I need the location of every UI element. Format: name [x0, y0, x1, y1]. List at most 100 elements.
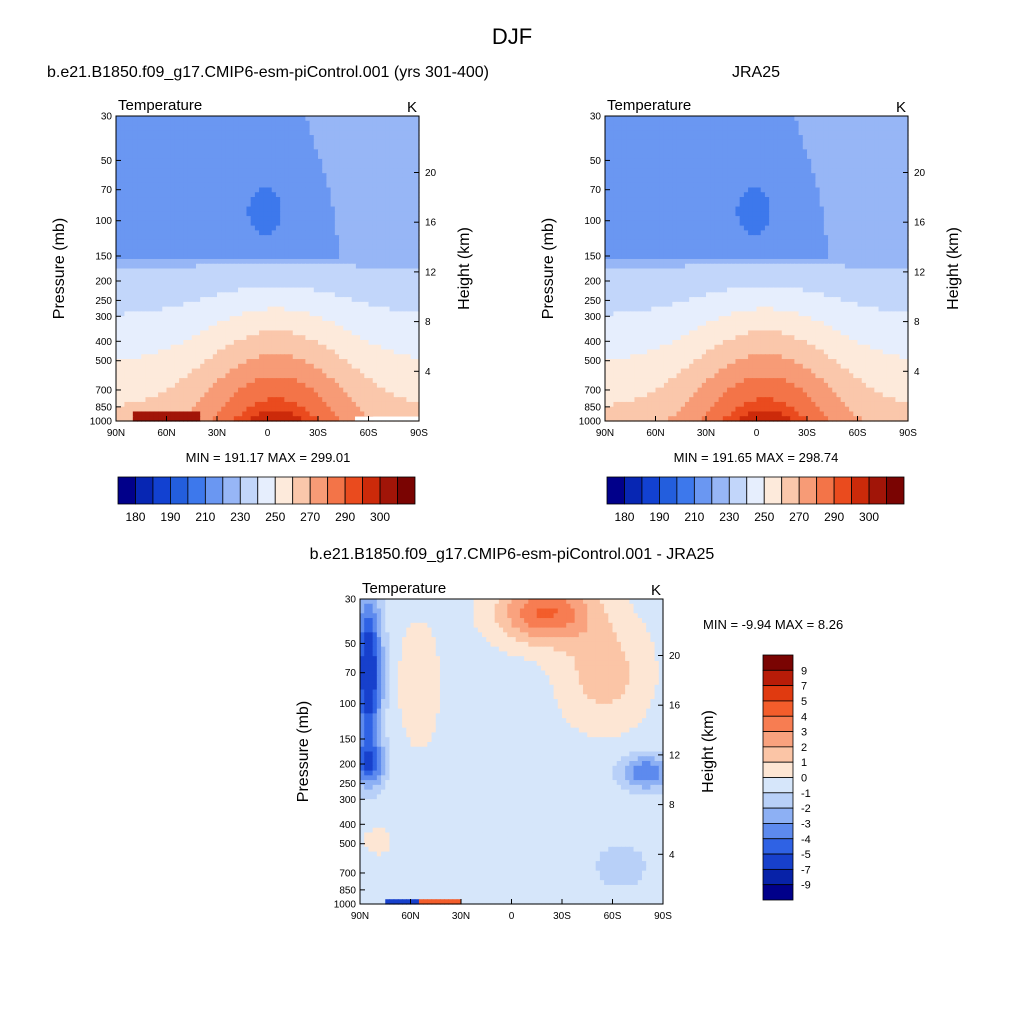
- field-cell: [179, 135, 184, 140]
- field-cell: [280, 364, 285, 369]
- field-cell: [360, 183, 365, 188]
- field-cell: [322, 164, 327, 169]
- field-cell: [251, 369, 256, 374]
- field-cell: [406, 392, 411, 397]
- field-cell: [668, 126, 673, 131]
- field-cell: [343, 392, 348, 397]
- field-cell: [310, 192, 315, 197]
- field-cell: [352, 373, 357, 378]
- field-cell: [251, 407, 256, 412]
- x-tick-label: 30N: [208, 428, 226, 439]
- field-cell: [647, 130, 652, 135]
- field-cell: [778, 130, 783, 135]
- field-cell: [347, 221, 352, 226]
- field-cell: [398, 145, 403, 150]
- field-cell: [238, 326, 243, 331]
- field-cell: [381, 273, 386, 278]
- field-cell: [188, 283, 193, 288]
- field-cell: [217, 164, 222, 169]
- field-cell: [373, 130, 378, 135]
- field-cell: [196, 273, 201, 278]
- field-cell: [221, 292, 226, 297]
- field-cell: [255, 168, 260, 173]
- field-cell: [377, 178, 382, 183]
- field-cell: [364, 202, 369, 207]
- field-cell: [145, 245, 150, 250]
- field-cell: [183, 326, 188, 331]
- field-cell: [129, 259, 134, 264]
- field-cell: [179, 154, 184, 159]
- field-cell: [255, 235, 260, 240]
- field-cell: [167, 159, 172, 164]
- field-cell: [343, 245, 348, 250]
- field-cell: [242, 330, 247, 335]
- field-cell: [255, 288, 260, 293]
- field-cell: [297, 154, 302, 159]
- field-cell: [204, 154, 209, 159]
- field-cell: [828, 116, 833, 121]
- field-cell: [242, 354, 247, 359]
- field-cell: [162, 216, 167, 221]
- field-cell: [179, 378, 184, 383]
- field-cell: [605, 116, 610, 121]
- field-cell: [790, 130, 795, 135]
- field-cell: [289, 145, 294, 150]
- field-cell: [192, 326, 197, 331]
- field-cell: [284, 269, 289, 274]
- field-cell: [293, 168, 298, 173]
- field-cell: [394, 126, 399, 131]
- field-cell: [204, 226, 209, 231]
- field-cell: [221, 373, 226, 378]
- field-cell: [343, 126, 348, 131]
- field-cell: [394, 178, 399, 183]
- field-cell: [339, 192, 344, 197]
- colorbar-label: 290: [335, 510, 355, 524]
- field-cell: [314, 273, 319, 278]
- field-cell: [406, 240, 411, 245]
- field-cell: [145, 292, 150, 297]
- field-cell: [398, 187, 403, 192]
- field-cell: [289, 392, 294, 397]
- field-cell: [192, 121, 197, 126]
- field-cell: [230, 354, 235, 359]
- field-cell: [710, 116, 715, 121]
- field-cell: [217, 192, 222, 197]
- field-cell: [398, 121, 403, 126]
- field-cell: [188, 249, 193, 254]
- field-cell: [167, 187, 172, 192]
- field-cell: [255, 207, 260, 212]
- field-cell: [175, 307, 180, 312]
- field-cell: [297, 116, 302, 121]
- field-cell: [251, 383, 256, 388]
- field-cell: [213, 369, 218, 374]
- field-cell: [230, 340, 235, 345]
- field-cell: [171, 178, 176, 183]
- field-cell: [209, 116, 214, 121]
- field-cell: [310, 402, 315, 407]
- field-cell: [141, 235, 146, 240]
- field-cell: [364, 249, 369, 254]
- field-cell: [179, 130, 184, 135]
- field-cell: [188, 226, 193, 231]
- field-cell: [390, 307, 395, 312]
- field-cell: [411, 388, 416, 393]
- field-cell: [385, 359, 390, 364]
- field-cell: [196, 126, 201, 131]
- field-cell: [343, 383, 348, 388]
- field-cell: [289, 183, 294, 188]
- field-cell: [284, 207, 289, 212]
- field-cell: [259, 202, 264, 207]
- field-cell: [230, 259, 235, 264]
- field-cell: [887, 121, 892, 126]
- field-cell: [158, 145, 163, 150]
- field-cell: [360, 378, 365, 383]
- field-cell: [183, 364, 188, 369]
- field-cell: [310, 383, 315, 388]
- field-cell: [331, 221, 336, 226]
- field-cell: [406, 211, 411, 216]
- field-cell: [133, 159, 138, 164]
- field-cell: [314, 164, 319, 169]
- field-cell: [171, 154, 176, 159]
- field-cell: [213, 178, 218, 183]
- field-cell: [318, 207, 323, 212]
